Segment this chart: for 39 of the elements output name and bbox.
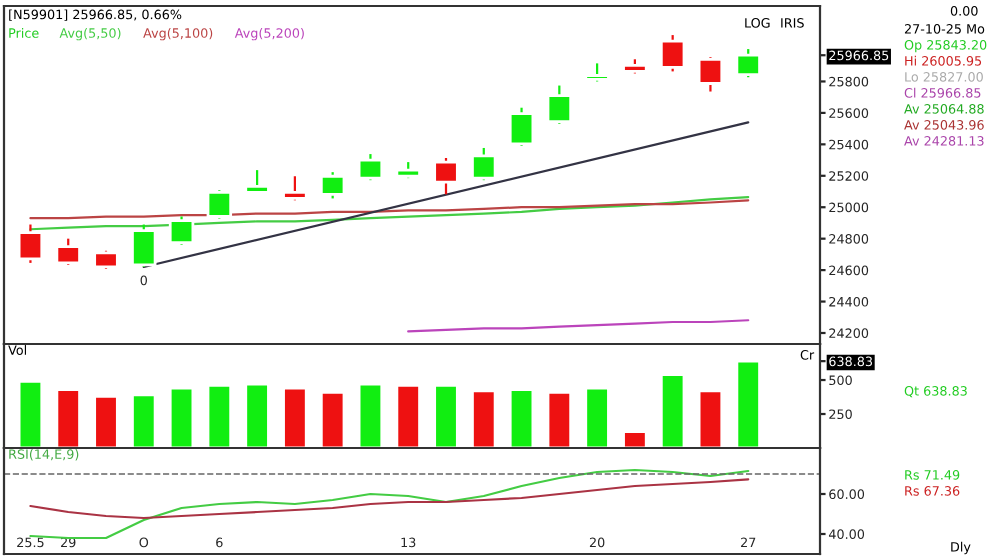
bar — [735, 359, 761, 448]
candlestick — [168, 215, 195, 246]
bar — [131, 393, 157, 448]
bar — [584, 386, 610, 448]
line-series — [29, 478, 750, 520]
bar — [697, 389, 724, 448]
candlestick — [546, 84, 573, 125]
bar — [357, 382, 384, 448]
candlestick — [433, 156, 459, 196]
bar — [244, 382, 270, 448]
bar — [659, 373, 686, 448]
candlestick — [244, 169, 270, 194]
bar — [17, 380, 44, 448]
bar — [546, 390, 573, 448]
candlestick — [55, 237, 81, 267]
line-series — [29, 468, 750, 540]
candlestick — [471, 146, 497, 182]
bar — [55, 388, 81, 448]
candlestick — [508, 106, 535, 148]
candlestick — [697, 56, 724, 93]
bar — [395, 384, 421, 448]
bar — [471, 389, 497, 448]
bar — [168, 386, 195, 448]
candlestick — [319, 171, 346, 200]
bar — [433, 384, 459, 448]
bar — [206, 384, 233, 448]
candlestick — [357, 152, 384, 182]
line-series — [29, 199, 750, 220]
candlestick — [735, 47, 761, 79]
bar — [319, 390, 346, 448]
candlestick — [659, 33, 686, 73]
candlestick — [131, 223, 157, 269]
bar — [508, 388, 535, 448]
candlestick — [17, 223, 44, 264]
candlestick — [206, 189, 233, 220]
candlestick — [282, 175, 308, 202]
bar — [282, 386, 308, 448]
bar — [93, 394, 119, 448]
bar — [622, 430, 648, 448]
